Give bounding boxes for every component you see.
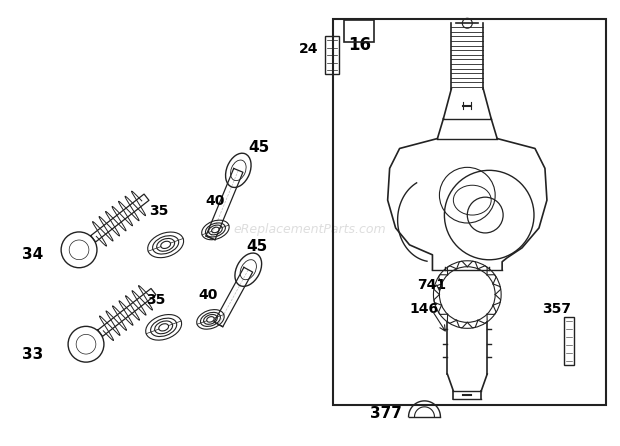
Text: 35: 35 [146,293,165,307]
Text: 377: 377 [370,406,402,421]
Text: 34: 34 [22,247,43,262]
Text: 357: 357 [542,302,571,317]
Text: 45: 45 [248,140,270,155]
Text: 45: 45 [246,239,268,254]
Text: 16: 16 [348,36,371,54]
Text: 40: 40 [205,194,225,208]
Text: eReplacementParts.com: eReplacementParts.com [234,223,386,236]
Text: 35: 35 [149,204,168,218]
Bar [344,20,374,42]
Bar [333,19,606,405]
Bar [325,36,339,74]
Text: 40: 40 [198,288,218,301]
Text: 33: 33 [22,347,43,362]
Text: 741: 741 [417,277,446,292]
Bar [564,318,574,365]
Text: 24: 24 [298,42,318,56]
Text: 146: 146 [410,302,439,317]
